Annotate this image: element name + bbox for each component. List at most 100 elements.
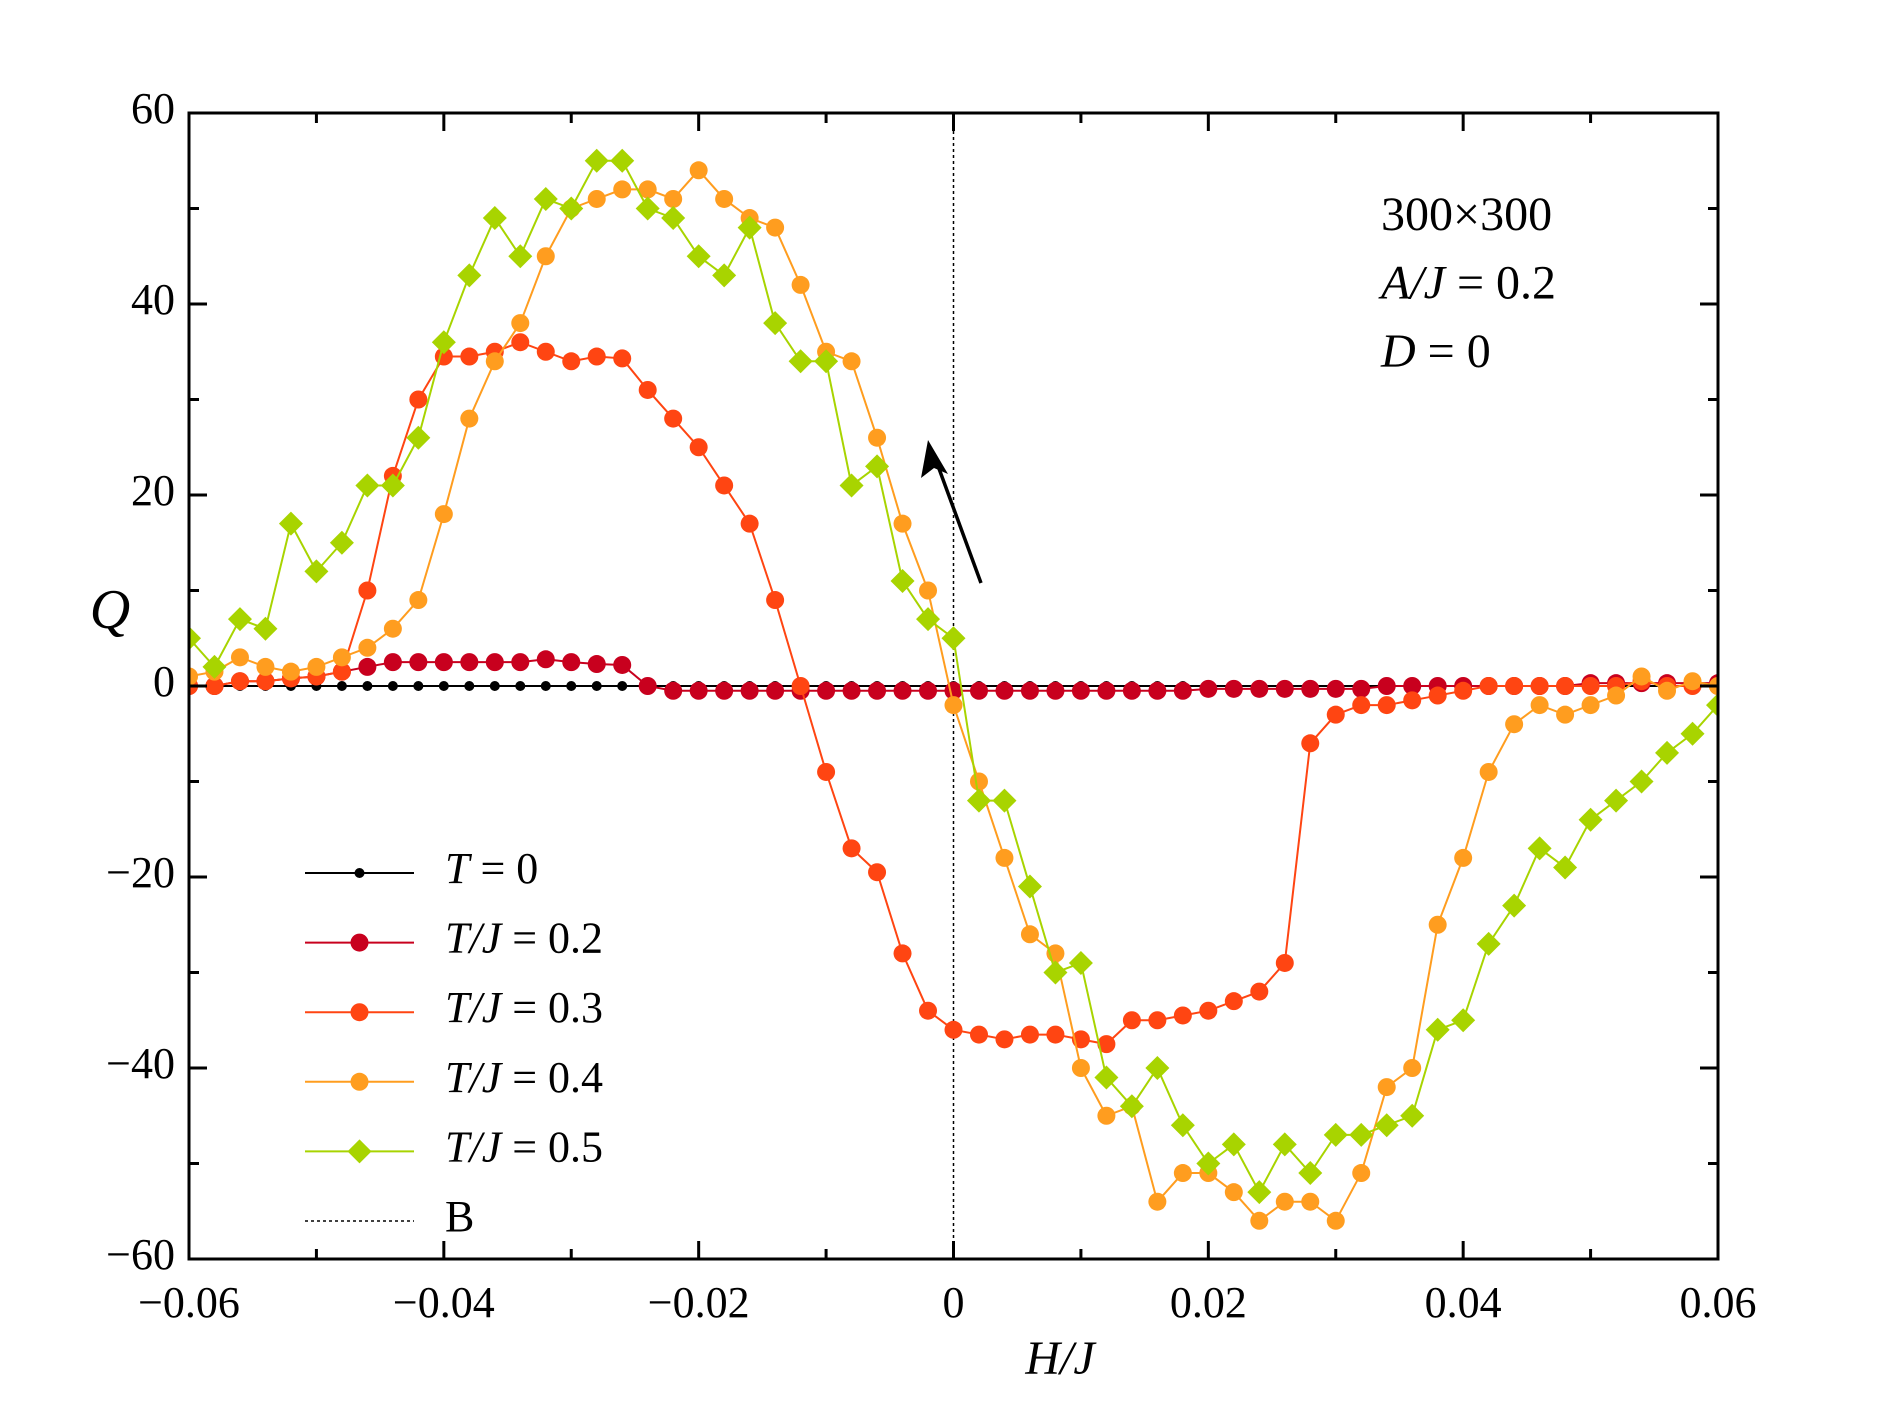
marker — [1374, 1113, 1399, 1138]
marker — [1556, 677, 1575, 695]
marker — [715, 189, 734, 208]
marker — [613, 180, 632, 199]
marker — [1403, 677, 1422, 695]
marker — [689, 161, 708, 180]
marker — [1298, 1161, 1323, 1186]
marker — [1020, 1025, 1039, 1044]
arrow-head — [921, 440, 948, 478]
legend-label: T/J = 0.2 — [445, 914, 603, 963]
marker — [1122, 1011, 1141, 1030]
marker — [766, 681, 785, 700]
marker — [865, 454, 890, 479]
marker — [1020, 925, 1039, 944]
marker — [409, 591, 428, 610]
marker — [1323, 1122, 1348, 1147]
marker — [1301, 1192, 1320, 1211]
marker — [1145, 1056, 1170, 1080]
marker — [205, 677, 224, 695]
marker — [559, 196, 584, 221]
marker — [995, 1030, 1014, 1049]
marker — [1148, 681, 1167, 700]
marker — [919, 581, 938, 600]
marker — [1581, 696, 1600, 715]
marker — [1607, 686, 1626, 705]
marker — [992, 788, 1017, 813]
marker — [1097, 1106, 1116, 1125]
x-tick-label: 0.02 — [1170, 1278, 1247, 1327]
marker — [482, 206, 507, 231]
marker — [1578, 807, 1603, 832]
marker — [358, 581, 377, 600]
marker — [508, 244, 533, 269]
marker — [413, 681, 424, 691]
marker — [1454, 681, 1473, 700]
marker — [1530, 677, 1549, 695]
marker — [1097, 681, 1116, 700]
legend-label: T/J = 0.5 — [445, 1122, 603, 1171]
marker — [1428, 915, 1447, 934]
marker — [1349, 1122, 1374, 1147]
marker — [740, 514, 759, 533]
marker — [1502, 893, 1527, 918]
marker — [460, 347, 479, 366]
marker — [966, 788, 991, 813]
annotation: A/J = 0.2 — [1378, 257, 1556, 310]
marker — [566, 681, 577, 691]
marker — [1352, 1164, 1371, 1183]
marker — [1199, 1001, 1218, 1020]
marker — [1352, 696, 1371, 715]
marker — [944, 1020, 963, 1039]
marker — [969, 772, 988, 791]
marker — [591, 681, 602, 691]
y-tick-label: −60 — [106, 1230, 175, 1279]
marker — [1377, 677, 1396, 695]
marker — [766, 218, 785, 237]
marker — [893, 681, 912, 700]
marker — [995, 681, 1014, 700]
marker — [358, 657, 377, 676]
marker — [457, 263, 482, 288]
marker — [362, 681, 373, 691]
marker — [383, 619, 402, 638]
marker — [868, 863, 887, 882]
marker — [1658, 681, 1677, 700]
marker — [1272, 1132, 1297, 1157]
legend-marker — [350, 1072, 369, 1091]
marker — [1581, 677, 1600, 695]
legend-label: T/J = 0.4 — [445, 1053, 603, 1102]
marker — [791, 275, 810, 294]
marker — [533, 186, 558, 211]
marker — [1530, 696, 1549, 715]
marker — [1122, 681, 1141, 700]
x-tick-label: −0.06 — [138, 1278, 240, 1327]
marker — [406, 425, 431, 450]
marker — [814, 349, 839, 374]
marker — [842, 681, 861, 700]
marker — [511, 333, 530, 352]
marker — [1224, 992, 1243, 1011]
marker — [1604, 788, 1629, 813]
y-tick-label: 20 — [131, 466, 175, 515]
marker — [1173, 1006, 1192, 1025]
marker — [380, 473, 405, 498]
marker — [664, 681, 683, 700]
marker — [587, 189, 606, 208]
x-tick-label: 0.06 — [1680, 1278, 1757, 1327]
marker — [842, 839, 861, 858]
marker — [256, 672, 275, 691]
marker — [817, 681, 836, 700]
x-tick-label: 0.04 — [1425, 1278, 1502, 1327]
x-axis-label: H/J — [1024, 1332, 1097, 1385]
marker — [638, 380, 657, 399]
marker — [189, 626, 201, 651]
marker — [1479, 762, 1498, 781]
marker — [791, 677, 810, 695]
marker — [1224, 679, 1243, 698]
marker — [664, 189, 683, 208]
marker — [202, 654, 227, 679]
marker — [1454, 848, 1473, 867]
marker — [1326, 679, 1345, 698]
marker — [715, 476, 734, 495]
